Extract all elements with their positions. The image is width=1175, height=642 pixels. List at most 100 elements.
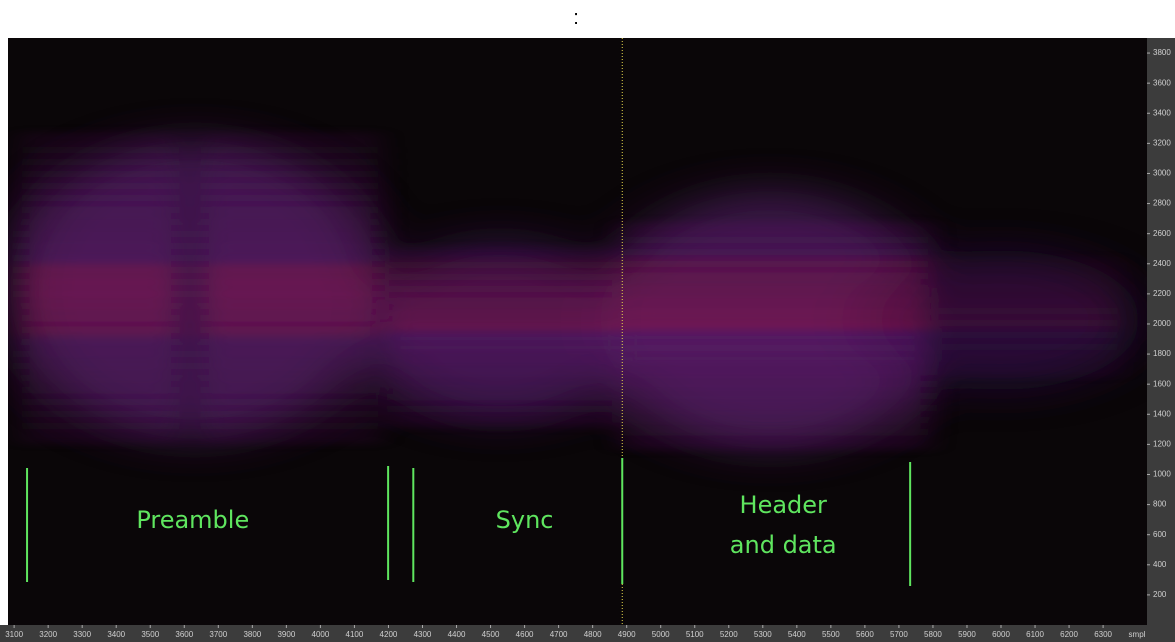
x-tick-label: 4300 [414,630,432,639]
energy-band [385,406,625,412]
x-tick-label: 3300 [73,630,91,639]
energy-band [20,351,180,357]
energy-band [385,274,625,280]
x-tick-label: 6200 [1060,630,1078,639]
energy-band [200,267,380,273]
energy-band [200,303,380,309]
x-tick-label: 3900 [277,630,295,639]
energy-band [200,363,380,369]
energy-band [385,394,625,400]
energy-band [200,231,380,237]
energy-band [20,243,180,249]
energy-band [620,225,930,231]
y-tick-label: 1400 [1153,409,1171,418]
energy-band [385,250,625,256]
x-tick-label: 4500 [482,630,500,639]
energy-band [930,308,1120,314]
energy-band [200,315,380,321]
energy-band [20,399,180,405]
energy-band [200,387,380,393]
y-tick-label: 2600 [1153,229,1171,238]
x-tick-label: 4200 [380,630,398,639]
y-tick-label: 2800 [1153,199,1171,208]
x-tick-label: 4900 [618,630,636,639]
energy-band [20,135,180,141]
energy-band [930,344,1120,350]
energy-band [200,195,380,201]
x-tick-label: 4400 [448,630,466,639]
energy-band [930,296,1120,302]
y-tick-label: 2400 [1153,259,1171,268]
x-tick-label: 5700 [890,630,908,639]
energy-band [620,285,930,291]
energy-band [385,286,625,292]
energy-band [385,298,625,304]
y-tick-label: 1000 [1153,470,1171,479]
y-tick-label: 3000 [1153,169,1171,178]
x-tick-label: 5200 [720,630,738,639]
energy-band [930,332,1120,338]
energy-band [200,147,380,153]
energy-band [20,435,180,441]
y-tick-label: 3200 [1153,138,1171,147]
y-tick-label: 200 [1153,590,1167,599]
energy-band [20,207,180,213]
y-tick-label: 3800 [1153,48,1171,57]
energy-band [20,411,180,417]
y-tick-label: 2200 [1153,289,1171,298]
energy-band [620,369,930,375]
energy-band [200,207,380,213]
energy-band [20,183,180,189]
energy-band [200,399,380,405]
x-tick-label: 5400 [788,630,806,639]
energy-band [20,195,180,201]
energy-band [20,363,180,369]
x-tick-label: 3200 [39,630,57,639]
x-tick-label: 3500 [141,630,159,639]
energy-band [385,322,625,328]
x-tick-label: 3400 [107,630,125,639]
x-tick-label: 4800 [584,630,602,639]
y-tick-label: 800 [1153,500,1167,509]
energy-band [620,273,930,279]
y-tick-label: 400 [1153,560,1167,569]
x-tick-label: 4100 [346,630,364,639]
x-tick-label: 6100 [1026,630,1044,639]
energy-band [620,249,930,255]
energy-band [200,339,380,345]
energy-band [20,291,180,297]
energy-band [20,303,180,309]
energy-band [200,435,380,441]
spectrogram-window: : 31003200330034003500360037003800390040… [0,0,1175,642]
energy-band [620,429,930,435]
energy-band [385,262,625,268]
x-tick-label: 5100 [686,630,704,639]
energy-band [20,387,180,393]
energy-band [930,320,1120,326]
y-tick-label: 3600 [1153,78,1171,87]
x-tick-label: 3600 [175,630,193,639]
energy-band [620,261,930,267]
energy-band [20,339,180,345]
energy-band [200,255,380,261]
energy-band [620,417,930,423]
y-tick-label: 1200 [1153,439,1171,448]
energy-band [385,346,625,352]
energy-band [20,171,180,177]
energy-band [620,333,930,339]
energy-band [200,375,380,381]
energy-band [200,423,380,429]
energy-band [385,334,625,340]
x-tick-label: 5500 [822,630,840,639]
energy-band [620,393,930,399]
energy-band [620,321,930,327]
energy-band [620,357,930,363]
energy-band [200,291,380,297]
energy-band [20,147,180,153]
annotation: Preamble [136,506,249,534]
energy-band [20,255,180,261]
energy-band [20,159,180,165]
y-tick-label: 1600 [1153,379,1171,388]
energy-band [200,279,380,285]
annotation: Header [740,491,828,519]
